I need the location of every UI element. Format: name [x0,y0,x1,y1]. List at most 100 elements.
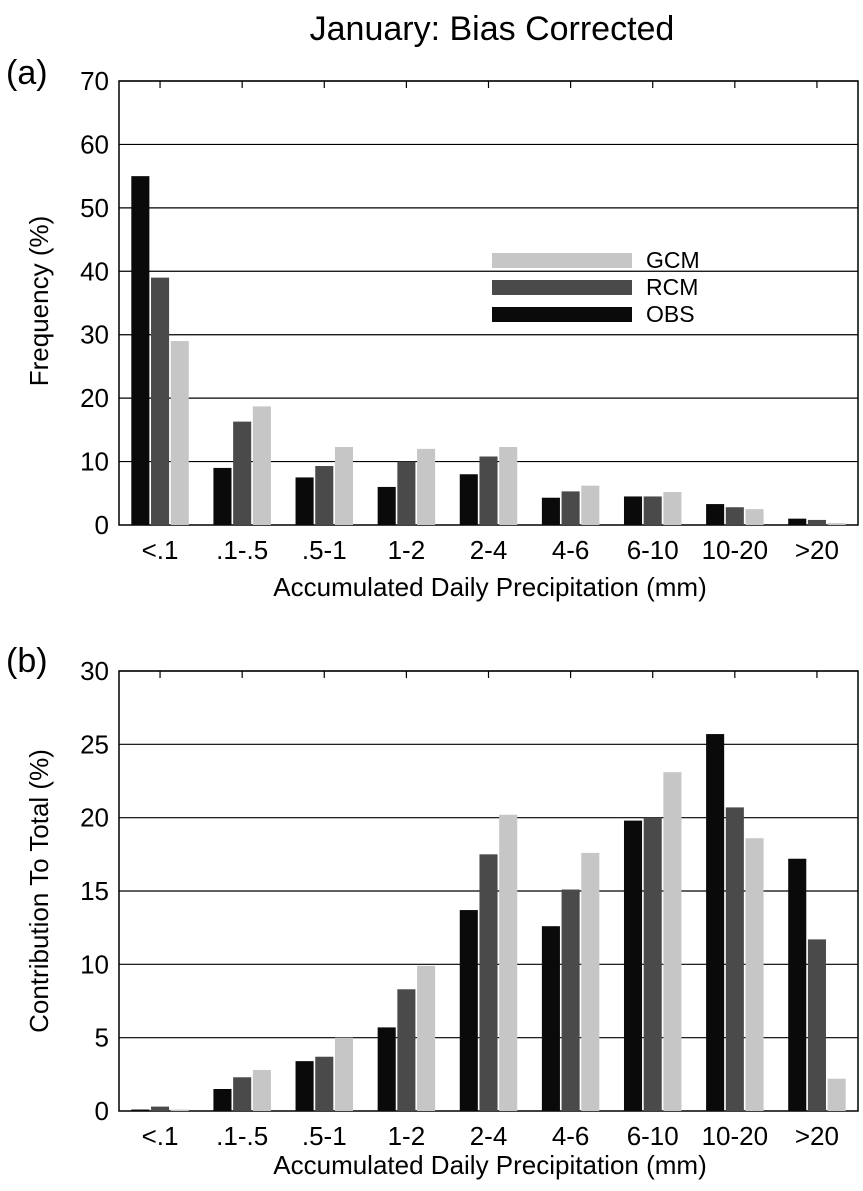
panel-b-ytick-label: 30 [80,656,109,686]
bar-obs-a-4 [459,474,478,525]
bar-obs-b-0 [131,1109,150,1111]
panel-b-xtick-label: 1-2 [388,1121,426,1151]
panel-a-ytick-label: 50 [80,193,109,223]
legend-label-rcm: RCM [646,274,698,300]
panel-a-ytick-label: 10 [80,447,109,477]
bar-rcm-b-5 [561,889,580,1111]
panel-b-label: (b) [6,642,48,680]
bar-rcm-b-3 [397,989,416,1111]
bar-obs-b-5 [541,926,560,1111]
panel-a-xtick-label: >20 [795,535,839,565]
panel-a-xtick-label: 10-20 [702,535,769,565]
panel-b-ylabel: Contribution To Total (%) [24,749,54,1033]
bar-gcm-a-8 [827,523,846,525]
bar-rcm-a-4 [479,456,498,525]
panel-a-ytick-label: 60 [80,129,109,159]
bar-rcm-b-1 [233,1077,252,1111]
bar-gcm-b-8 [827,1078,846,1111]
bar-rcm-a-7 [725,507,744,525]
panel-a-ytick-label: 30 [80,320,109,350]
bar-gcm-b-6 [663,772,682,1111]
panel-a-ytick-label: 40 [80,256,109,286]
bar-rcm-a-5 [561,491,580,525]
legend-swatch-obs [492,307,632,322]
bar-obs-a-2 [295,477,314,525]
panel-b-ytick-label: 20 [80,803,109,833]
bar-gcm-a-4 [499,446,518,525]
bar-rcm-b-0 [151,1106,170,1111]
panel-a-ytick-label: 20 [80,383,109,413]
panel-b-xtick-label: <.1 [142,1121,179,1151]
legend-label-gcm: GCM [646,247,700,273]
bar-gcm-b-1 [252,1069,271,1111]
panel-b-ytick-label: 25 [80,729,109,759]
panel-a-xtick-label: .1-.5 [216,535,268,565]
panel-b-xtick-label: .5-1 [302,1121,347,1151]
bar-gcm-b-5 [581,852,600,1111]
bar-obs-a-7 [706,504,725,525]
bar-rcm-a-6 [643,496,662,525]
bar-rcm-a-1 [233,421,252,525]
bar-gcm-a-1 [252,406,271,525]
panel-b-xlabel: Accumulated Daily Precipitation (mm) [273,1150,706,1180]
bar-obs-b-6 [623,820,643,1111]
figure-title: January: Bias Corrected [310,10,675,48]
panel-a-xlabel: Accumulated Daily Precipitation (mm) [273,572,706,602]
panel-a-xtick-label: <.1 [142,535,179,565]
bar-obs-a-8 [788,518,807,525]
bar-rcm-b-6 [643,817,662,1111]
bar-rcm-b-2 [315,1056,334,1111]
panel-b-ytick-label: 10 [80,949,109,979]
bar-rcm-a-0 [151,277,170,525]
bar-gcm-a-7 [745,509,764,525]
bar-gcm-a-2 [334,446,354,525]
panel-a-ytick-label: 0 [95,510,109,540]
panel-b-ytick-label: 15 [80,876,109,906]
bar-obs-a-6 [623,496,643,525]
bar-gcm-a-5 [581,485,600,525]
bar-obs-a-5 [541,497,560,525]
panel-a-label: (a) [6,54,48,92]
bar-rcm-b-8 [807,939,826,1111]
bar-gcm-b-7 [745,838,764,1111]
bar-gcm-a-3 [417,448,436,525]
bar-rcm-a-8 [807,519,826,525]
bar-obs-b-4 [459,910,478,1111]
panel-a-xtick-label: 1-2 [388,535,426,565]
panel-b-xtick-label: >20 [795,1121,839,1151]
bar-obs-b-8 [788,858,807,1111]
bar-gcm-a-6 [663,492,682,525]
legend-swatch-gcm [492,253,632,268]
bar-obs-a-0 [131,176,150,525]
panel-b-xtick-label: 6-10 [627,1121,679,1151]
bar-obs-b-3 [377,1027,396,1111]
panel-b-ytick-label: 0 [95,1096,109,1126]
panel-a-xtick-label: .5-1 [302,535,347,565]
panel-a-ytick-label: 70 [80,66,109,96]
bar-rcm-a-2 [315,466,334,525]
panel-b-ytick-label: 5 [95,1023,109,1053]
legend-swatch-rcm [492,280,632,295]
bar-obs-b-2 [295,1061,314,1111]
panel-b-xtick-label: 2-4 [470,1121,508,1151]
bar-gcm-a-0 [170,341,189,525]
legend-label-obs: OBS [646,301,695,327]
panel-a-xtick-label: 2-4 [470,535,508,565]
bar-rcm-b-7 [725,807,744,1111]
panel-b-xtick-label: .1-.5 [216,1121,268,1151]
bar-rcm-b-4 [479,854,498,1111]
bar-obs-b-7 [706,734,725,1111]
panel-a-ylabel: Frequency (%) [24,216,54,387]
panel-b-xtick-label: 4-6 [552,1121,590,1151]
panel-a: (a) Frequency (%) Accumulated Daily Prec… [6,54,859,602]
panel-b-xtick-label: 10-20 [702,1121,769,1151]
bar-gcm-b-0 [170,1109,189,1111]
bar-obs-a-1 [213,467,232,525]
panel-a-xtick-label: 6-10 [627,535,679,565]
bar-gcm-b-2 [334,1037,354,1111]
bar-gcm-b-4 [499,814,518,1111]
bar-obs-b-1 [213,1089,232,1111]
bar-obs-a-3 [377,486,396,525]
bar-gcm-b-3 [417,965,436,1111]
